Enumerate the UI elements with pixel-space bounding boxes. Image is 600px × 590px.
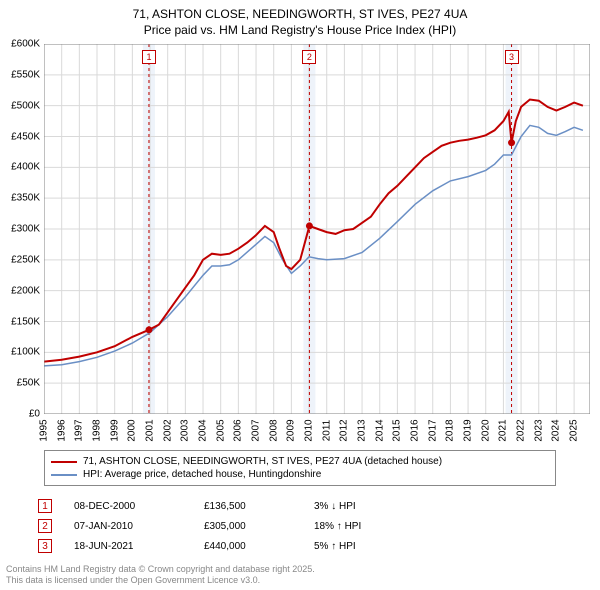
x-tick-label: 2007 (251, 419, 262, 441)
x-tick-label: 2021 (498, 419, 509, 441)
x-tick-label: 2001 (145, 419, 156, 441)
x-tick-label: 2023 (533, 419, 544, 441)
y-tick-label: £300K (0, 224, 40, 235)
sale-pct-vs-hpi: 18% ↑ HPI (314, 521, 414, 532)
sale-date: 18-JUN-2021 (74, 541, 204, 552)
y-tick-label: £550K (0, 69, 40, 80)
sale-number: 3 (38, 539, 52, 553)
y-tick-label: £350K (0, 193, 40, 204)
title-line1: 71, ASHTON CLOSE, NEEDINGWORTH, ST IVES,… (0, 6, 600, 22)
chart-title: 71, ASHTON CLOSE, NEEDINGWORTH, ST IVES,… (0, 0, 600, 38)
sale-price: £136,500 (204, 501, 314, 512)
x-tick-label: 2017 (427, 419, 438, 441)
copyright-footer: Contains HM Land Registry data © Crown c… (6, 564, 315, 587)
sales-row: 1 08-DEC-2000£136,5003% ↓ HPI (38, 496, 414, 516)
y-tick-label: £500K (0, 100, 40, 111)
y-tick-label: £250K (0, 254, 40, 265)
legend: 71, ASHTON CLOSE, NEEDINGWORTH, ST IVES,… (44, 450, 556, 486)
x-tick-label: 1998 (92, 419, 103, 441)
x-tick-label: 2010 (304, 419, 315, 441)
x-tick-label: 2013 (357, 419, 368, 441)
sales-row: 3 18-JUN-2021£440,0005% ↑ HPI (38, 536, 414, 556)
x-tick-label: 1997 (74, 419, 85, 441)
x-tick-label: 2022 (516, 419, 527, 441)
sale-number: 2 (38, 519, 52, 533)
title-line2: Price paid vs. HM Land Registry's House … (0, 22, 600, 38)
y-tick-label: £400K (0, 162, 40, 173)
x-tick-label: 2020 (480, 419, 491, 441)
legend-row: HPI: Average price, detached house, Hunt… (51, 468, 549, 481)
sale-pct-vs-hpi: 5% ↑ HPI (314, 541, 414, 552)
chart: £0£50K£100K£150K£200K£250K£300K£350K£400… (44, 44, 590, 414)
sale-date: 08-DEC-2000 (74, 501, 204, 512)
sale-price: £440,000 (204, 541, 314, 552)
sale-marker: 2 (302, 50, 316, 64)
x-tick-label: 2019 (463, 419, 474, 441)
footer-line2: This data is licensed under the Open Gov… (6, 575, 315, 586)
legend-swatch (51, 461, 77, 463)
legend-label: HPI: Average price, detached house, Hunt… (83, 469, 321, 480)
sale-marker: 3 (505, 50, 519, 64)
x-tick-label: 1995 (39, 419, 50, 441)
x-tick-label: 1996 (56, 419, 67, 441)
x-tick-label: 2008 (268, 419, 279, 441)
y-tick-label: £100K (0, 347, 40, 358)
y-tick-label: £0 (0, 409, 40, 420)
x-tick-label: 2014 (374, 419, 385, 441)
x-tick-label: 2005 (215, 419, 226, 441)
y-tick-label: £150K (0, 316, 40, 327)
x-tick-label: 2024 (551, 419, 562, 441)
legend-label: 71, ASHTON CLOSE, NEEDINGWORTH, ST IVES,… (83, 456, 442, 467)
sale-number: 1 (38, 499, 52, 513)
footer-line1: Contains HM Land Registry data © Crown c… (6, 564, 315, 575)
legend-row: 71, ASHTON CLOSE, NEEDINGWORTH, ST IVES,… (51, 455, 549, 468)
y-tick-label: £600K (0, 39, 40, 50)
x-tick-label: 2025 (569, 419, 580, 441)
plot-svg (44, 44, 590, 414)
sale-price: £305,000 (204, 521, 314, 532)
x-tick-label: 2018 (445, 419, 456, 441)
sale-pct-vs-hpi: 3% ↓ HPI (314, 501, 414, 512)
x-tick-label: 2003 (180, 419, 191, 441)
legend-swatch (51, 474, 77, 476)
x-tick-label: 2016 (410, 419, 421, 441)
sales-table: 1 08-DEC-2000£136,5003% ↓ HPI 2 07-JAN-2010… (38, 496, 414, 556)
y-tick-label: £50K (0, 378, 40, 389)
x-tick-label: 1999 (109, 419, 120, 441)
x-tick-label: 2015 (392, 419, 403, 441)
sale-date: 07-JAN-2010 (74, 521, 204, 532)
sale-marker: 1 (142, 50, 156, 64)
x-tick-label: 2000 (127, 419, 138, 441)
y-tick-label: £200K (0, 285, 40, 296)
x-tick-label: 2004 (198, 419, 209, 441)
y-tick-label: £450K (0, 131, 40, 142)
sales-row: 2 07-JAN-2010£305,00018% ↑ HPI (38, 516, 414, 536)
x-tick-label: 2006 (233, 419, 244, 441)
x-tick-label: 2011 (321, 420, 332, 442)
x-tick-label: 2012 (339, 419, 350, 441)
x-tick-label: 2002 (162, 419, 173, 441)
x-tick-label: 2009 (286, 419, 297, 441)
